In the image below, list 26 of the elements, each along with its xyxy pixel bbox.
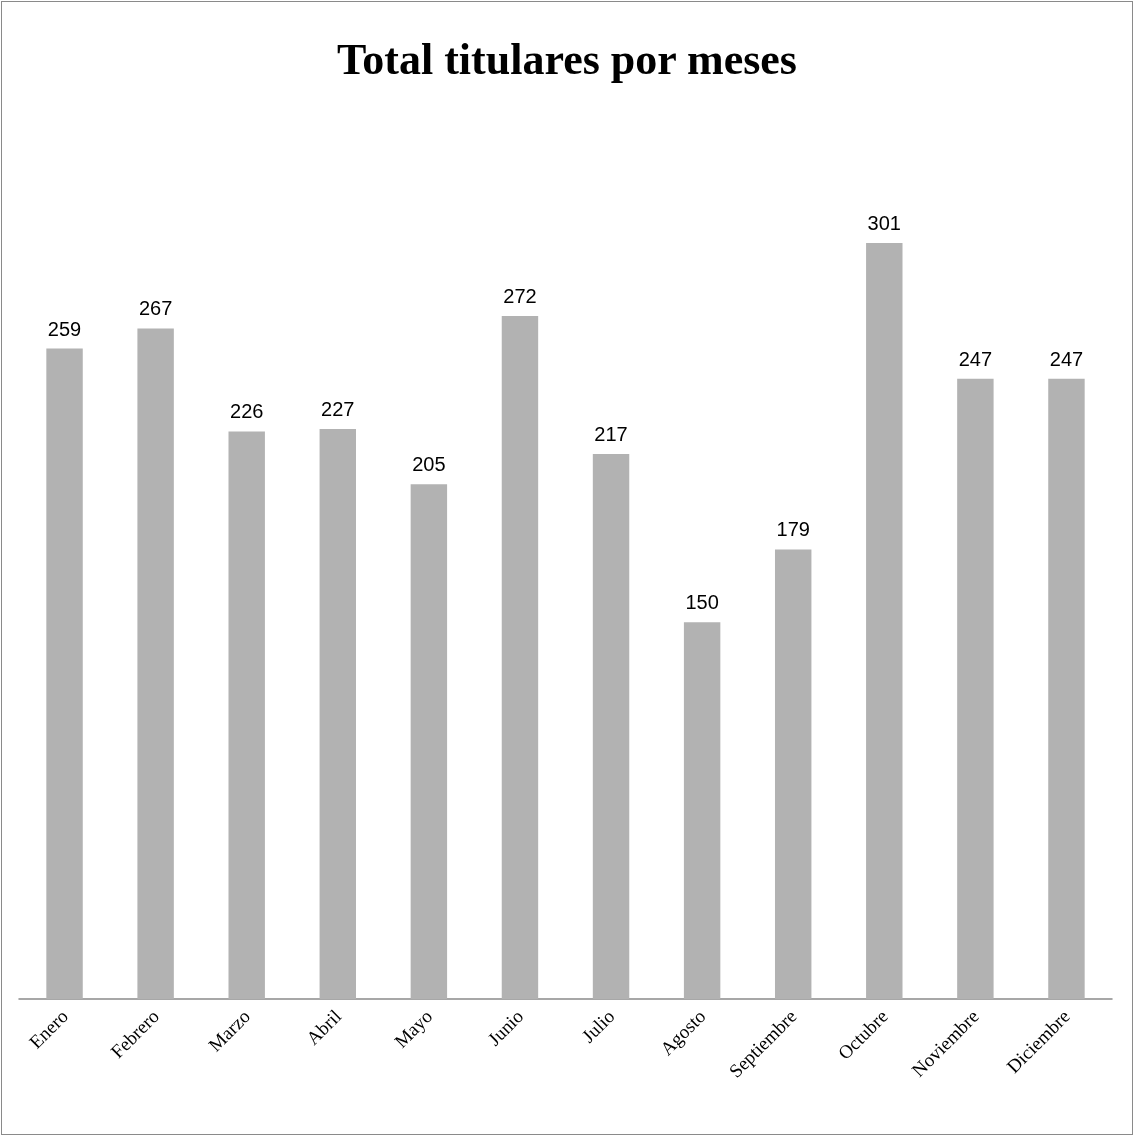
data-label: 227 — [321, 397, 355, 420]
bar — [957, 378, 994, 999]
data-label: 226 — [230, 400, 264, 423]
x-tick-label: Julio — [577, 1005, 619, 1047]
bar — [228, 431, 265, 999]
data-label: 272 — [503, 284, 537, 307]
bar — [866, 243, 903, 999]
data-label: 179 — [776, 518, 810, 541]
data-label: 205 — [412, 453, 446, 476]
bar — [683, 622, 721, 999]
bar — [410, 484, 448, 999]
chart-title: Total titulares por meses — [337, 34, 797, 84]
bar — [137, 328, 174, 999]
data-label: 150 — [685, 591, 719, 614]
bar — [319, 428, 357, 999]
data-label: 301 — [867, 212, 901, 235]
bar — [774, 549, 812, 999]
bar — [46, 348, 83, 999]
data-label: 259 — [47, 317, 82, 340]
data-label: 247 — [1049, 347, 1084, 370]
data-label: 267 — [138, 297, 173, 320]
data-label: 217 — [594, 423, 628, 446]
bar — [592, 454, 630, 999]
data-label: 247 — [958, 347, 993, 370]
bar — [501, 315, 539, 999]
bar — [1048, 378, 1085, 999]
